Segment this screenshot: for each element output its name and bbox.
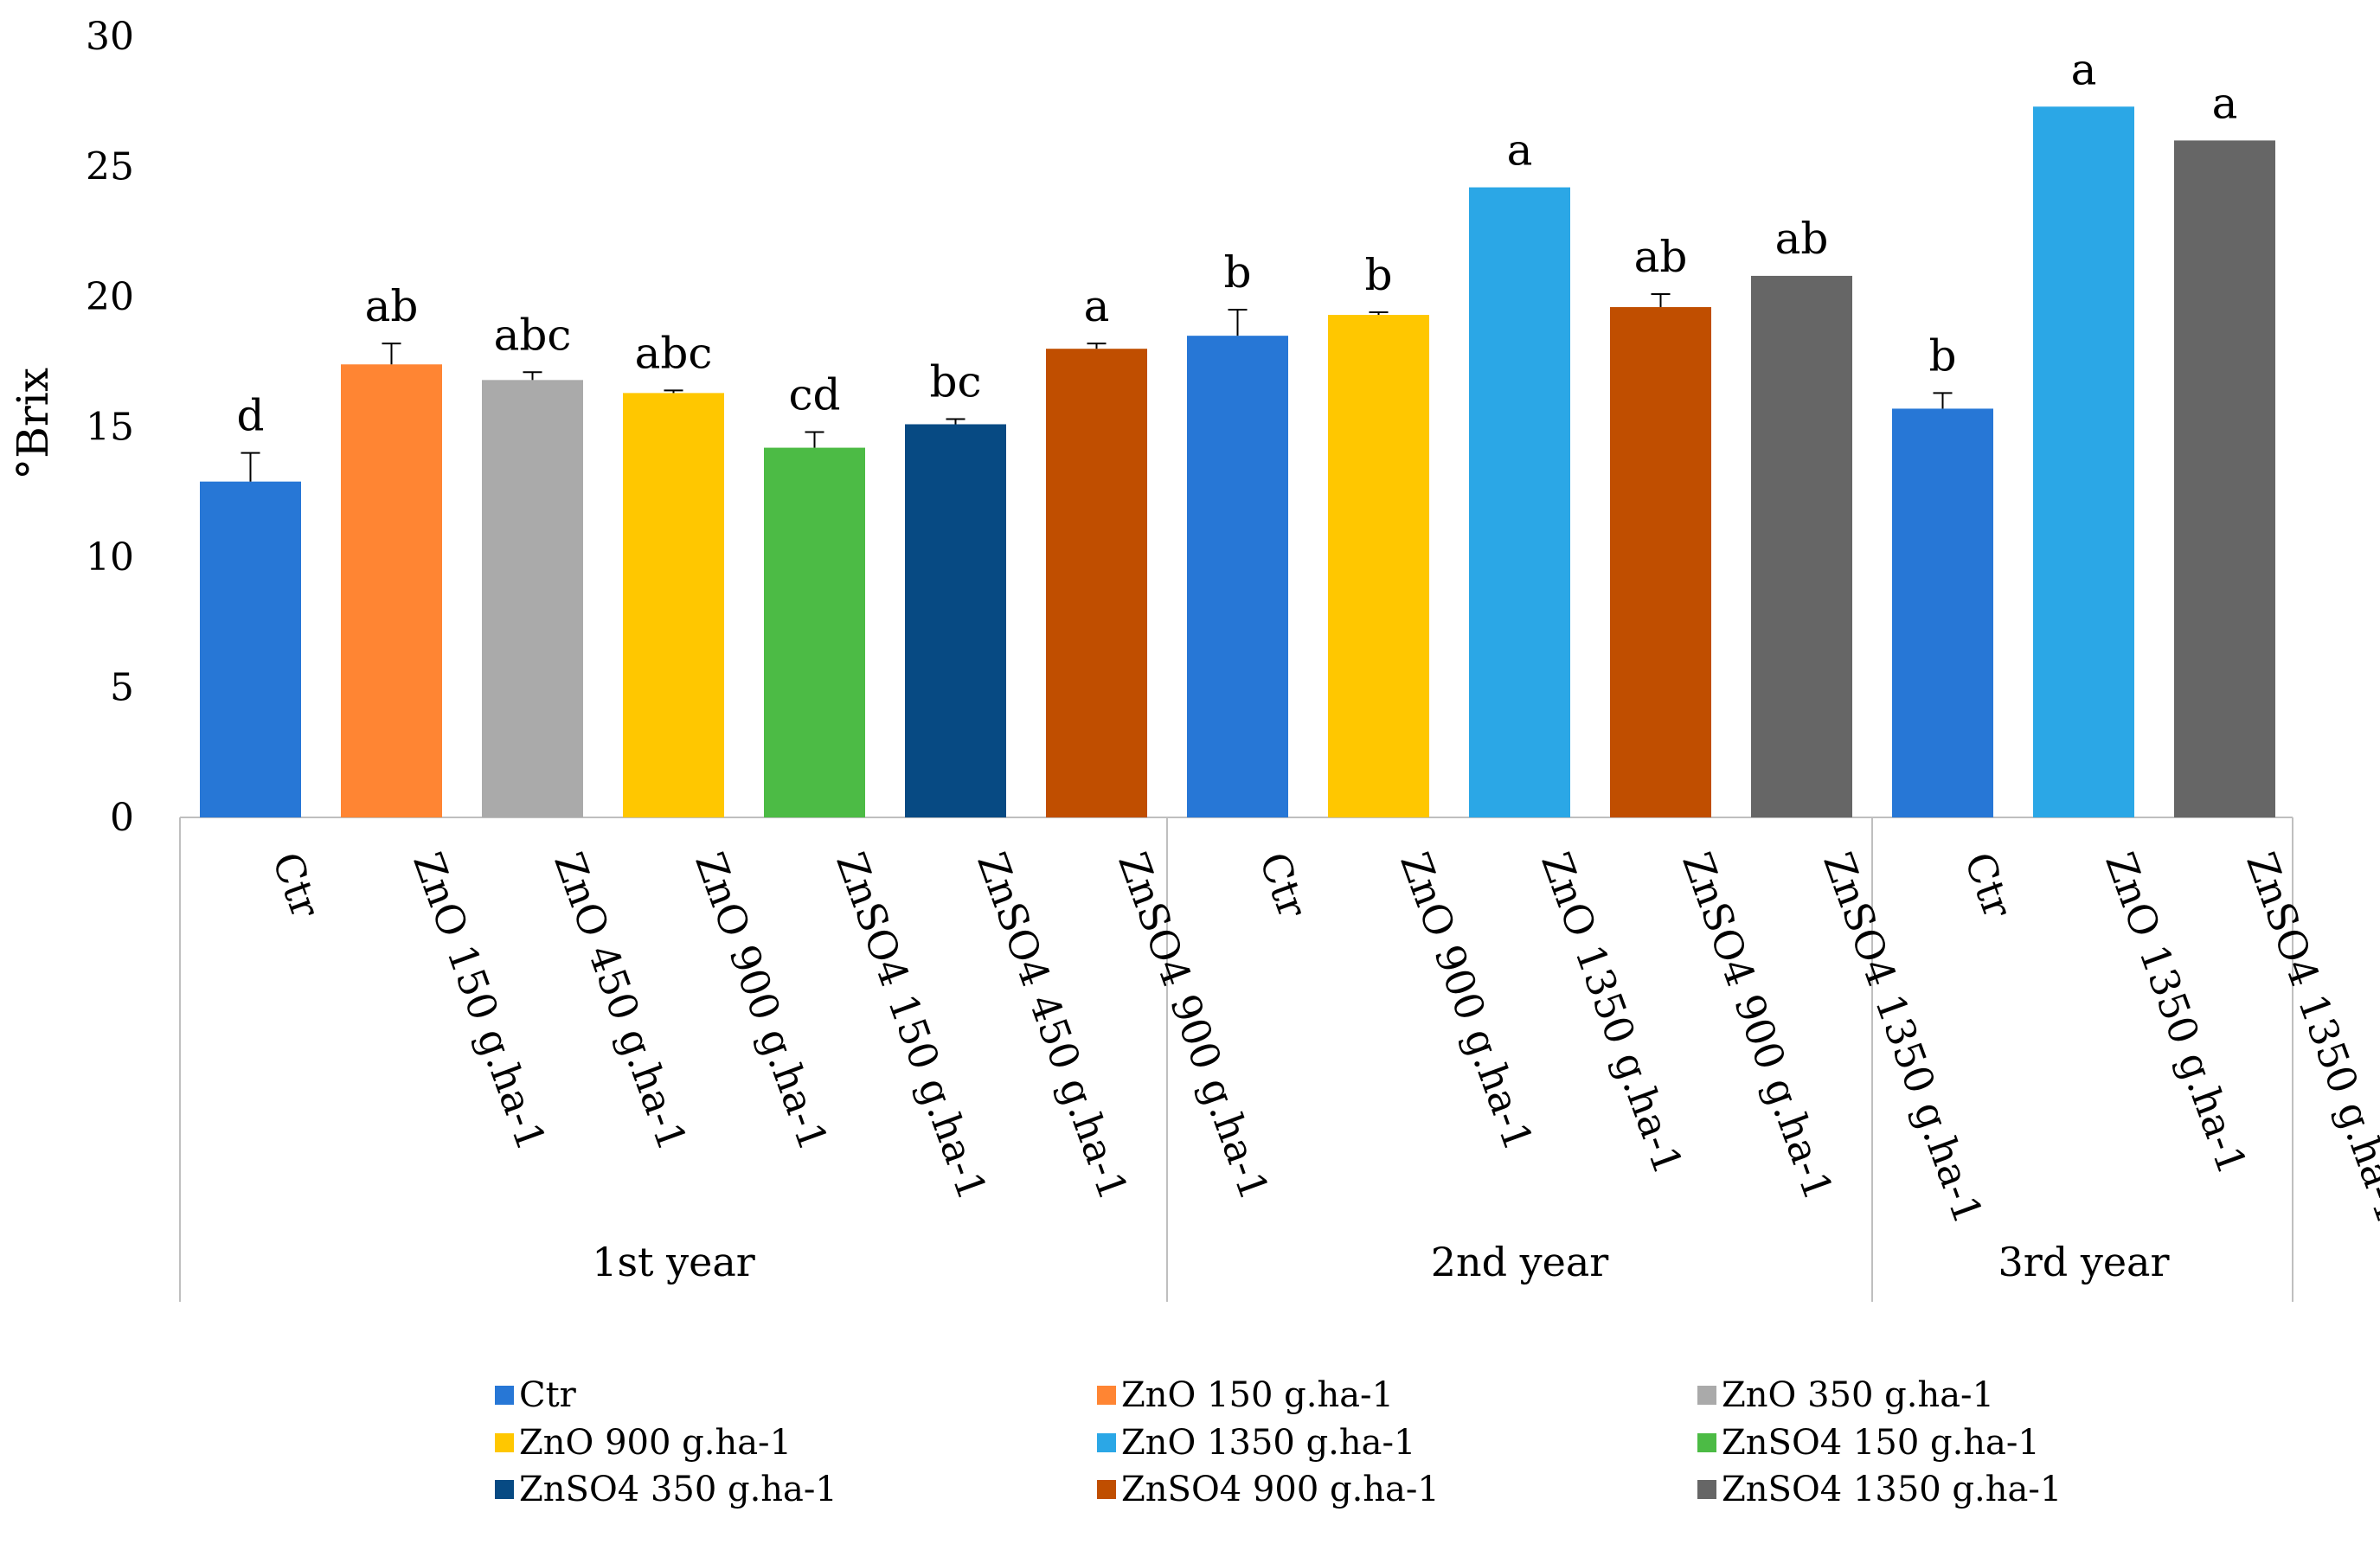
y-axis-title: °Brix [8,368,58,480]
bar [1046,349,1147,817]
legend-label: Ctr [519,1375,577,1415]
group-label: 3rd year [1998,1239,2170,1285]
bar [1328,315,1429,817]
significance-letter: ab [365,281,419,331]
legend-label: ZnSO4 350 g.ha-1 [519,1470,837,1509]
legend-label: ZnO 150 g.ha-1 [1121,1375,1394,1415]
group-label: 2nd year [1431,1239,1609,1285]
legend-label: ZnSO4 1350 g.ha-1 [1722,1470,2062,1509]
legend-swatch [1697,1480,1716,1499]
significance-letter: abc [635,328,713,378]
x-tick-label: ZnO 900 g.ha-1 [686,846,837,1156]
y-tick-label: 0 [110,796,134,840]
legend-swatch [1097,1480,1116,1499]
significance-letter: b [1928,330,1956,381]
legend-swatch [1697,1433,1716,1452]
significance-letter: a [1084,281,1110,331]
bar [2033,106,2134,817]
x-tick-label: ZnO 450 g.ha-1 [545,846,696,1156]
x-tick-label: ZnO 150 g.ha-1 [404,846,555,1156]
significance-letter: cd [788,370,840,420]
y-tick-label: 10 [86,535,134,580]
legend-swatch [495,1433,514,1452]
bar [200,481,301,817]
significance-letter: d [236,391,264,441]
x-tick-label: Ctr [263,846,330,924]
significance-letter: a [2071,44,2097,94]
x-tick-label: ZnSO4 900 g.ha-1 [1673,846,1842,1206]
bar [1892,408,1993,817]
legend-swatch [1097,1433,1116,1452]
x-tick-label: Ctr [1955,846,2022,924]
group-label: 1st year [592,1239,755,1285]
y-tick-label: 30 [86,15,134,59]
bar [1751,275,1852,817]
legend-label: ZnSO4 900 g.ha-1 [1121,1470,1440,1509]
legend-swatch [495,1480,514,1499]
y-tick-label: 25 [86,145,134,189]
legend-label: ZnO 1350 g.ha-1 [1121,1423,1415,1463]
bar [623,393,724,817]
x-tick-label: ZnSO4 1350 g.ha-1 [1814,846,1992,1230]
legend-swatch [495,1386,514,1405]
significance-letter: bc [929,356,981,407]
legend-label: ZnO 350 g.ha-1 [1722,1375,1994,1415]
y-tick-label: 20 [86,275,134,319]
bar [341,364,442,817]
significance-letter: abc [494,310,572,360]
significance-letter: a [1507,125,1533,176]
legend-label: ZnSO4 150 g.ha-1 [1722,1423,2040,1463]
legend-swatch [1697,1386,1716,1405]
bar [1187,336,1288,817]
legend-swatch [1097,1386,1116,1405]
significance-letter: a [2212,78,2238,128]
x-tick-label: ZnSO4 450 g.ha-1 [968,846,1137,1206]
x-tick-label: ZnSO4 1350 g.ha-1 [2237,846,2380,1230]
bar [2174,140,2275,817]
x-tick-label: ZnSO4 150 g.ha-1 [827,846,996,1206]
y-tick-label: 5 [110,666,134,710]
significance-letter: ab [1634,232,1688,282]
x-tick-label: ZnO 1350 g.ha-1 [2096,846,2256,1180]
bar [1610,307,1711,817]
x-tick-label: Ctr [1250,846,1317,924]
x-tick-label: ZnO 1350 g.ha-1 [1532,846,1692,1180]
x-tick-label: ZnO 900 g.ha-1 [1391,846,1543,1156]
x-tick-label: ZnSO4 900 g.ha-1 [1109,846,1278,1206]
bar [1469,187,1570,817]
bar [764,447,865,817]
y-tick-label: 15 [86,406,134,450]
legend: Ctr ZnO 150 g.ha-1 ZnO 350 g.ha-1 ZnO 900 g… [495,1375,2062,1509]
significance-letter: b [1223,247,1251,298]
significance-letter: b [1364,250,1392,300]
significance-letter: ab [1775,214,1829,264]
legend-label: ZnO 900 g.ha-1 [519,1423,792,1463]
bar [482,380,583,817]
bar [905,424,1006,817]
